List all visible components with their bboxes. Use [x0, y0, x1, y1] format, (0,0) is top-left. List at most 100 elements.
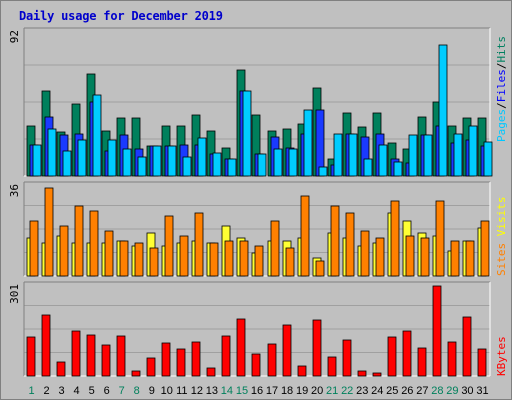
bar-sites-day-7 — [119, 240, 129, 277]
legend-panel-3: KBytes — [495, 336, 508, 376]
bar-kbytes-day-26 — [402, 330, 412, 377]
bar-sites-day-27 — [420, 237, 430, 277]
bar-sites-day-4 — [74, 205, 84, 277]
bar-sites-day-5 — [89, 210, 99, 277]
bar-kbytes-day-7 — [116, 335, 126, 377]
x-tick-day-23: 23 — [356, 385, 368, 397]
panel-3: 301 KBytes — [8, 281, 508, 377]
bar-kbytes-day-12 — [191, 341, 201, 377]
bar-pages-day-23 — [363, 158, 373, 177]
bar-sites-day-16 — [254, 245, 264, 277]
x-tick-day-13: 13 — [206, 385, 218, 397]
bar-sites-day-26 — [405, 235, 415, 277]
x-tick-day-19: 19 — [296, 385, 308, 397]
bar-kbytes-day-17 — [267, 343, 277, 377]
bar-sites-day-11 — [179, 235, 189, 277]
bar-pages-day-12 — [197, 137, 207, 177]
bar-pages-day-19 — [303, 109, 313, 177]
bar-pages-day-11 — [182, 156, 192, 177]
bar-kbytes-day-19 — [297, 365, 307, 377]
x-tick-day-12: 12 — [191, 385, 203, 397]
bar-sites-day-18 — [285, 247, 295, 277]
legend-kbytes: KBytes — [495, 336, 508, 376]
x-tick-day-18: 18 — [281, 385, 293, 397]
bar-sites-day-9 — [149, 247, 159, 277]
bar-kbytes-day-20 — [312, 319, 322, 377]
bar-sites-day-6 — [104, 230, 114, 277]
bar-kbytes-day-21 — [327, 356, 337, 377]
bar-pages-day-14 — [227, 158, 237, 177]
x-tick-day-27: 27 — [416, 385, 428, 397]
bar-kbytes-day-25 — [387, 336, 397, 377]
bar-pages-day-24 — [378, 144, 388, 177]
bar-sites-day-20 — [315, 260, 325, 277]
bar-pages-day-17 — [273, 148, 283, 177]
bar-kbytes-day-11 — [176, 348, 186, 377]
bar-kbytes-day-2 — [41, 314, 51, 377]
x-tick-day-31: 31 — [476, 385, 488, 397]
bar-sites-day-29 — [450, 240, 460, 277]
bar-pages-day-5 — [92, 94, 102, 177]
bar-sites-day-25 — [390, 200, 400, 277]
bar-kbytes-day-31 — [477, 348, 487, 377]
x-tick-day-10: 10 — [161, 385, 173, 397]
x-tick-day-28: 28 — [431, 385, 443, 397]
bar-pages-day-15 — [242, 90, 252, 177]
bar-pages-day-8 — [137, 156, 147, 177]
bar-pages-day-1 — [32, 144, 42, 177]
bar-sites-day-23 — [360, 230, 370, 277]
bar-sites-day-24 — [375, 237, 385, 277]
bar-kbytes-day-14 — [221, 335, 231, 377]
x-tick-day-6: 6 — [104, 385, 110, 397]
bar-pages-day-18 — [288, 148, 298, 177]
legend-separator: / — [495, 63, 508, 70]
y-max-label: 92 — [8, 30, 21, 43]
bar-kbytes-day-6 — [101, 344, 111, 377]
bar-kbytes-day-13 — [206, 367, 216, 377]
bar-sites-day-19 — [300, 195, 310, 277]
x-tick-day-5: 5 — [89, 385, 95, 397]
bar-pages-day-31 — [483, 141, 493, 177]
bar-sites-day-12 — [194, 212, 204, 277]
x-tick-day-11: 11 — [176, 385, 187, 397]
bar-pages-day-3 — [62, 150, 72, 177]
bar-kbytes-day-9 — [146, 357, 156, 377]
bar-pages-day-21 — [333, 133, 343, 177]
bar-sites-day-3 — [59, 225, 69, 277]
bar-pages-day-26 — [408, 134, 418, 177]
bar-sites-day-13 — [209, 242, 219, 277]
bar-files-day-20 — [315, 109, 325, 177]
bar-sites-day-10 — [164, 215, 174, 277]
legend-sep: / — [495, 236, 508, 243]
x-tick-day-26: 26 — [401, 385, 413, 397]
bar-pages-day-28 — [438, 44, 448, 177]
bar-kbytes-day-16 — [251, 353, 261, 377]
bar-kbytes-day-24 — [372, 372, 382, 377]
bar-pages-day-9 — [152, 145, 162, 177]
bar-sites-day-28 — [435, 200, 445, 277]
x-tick-day-22: 22 — [341, 385, 353, 397]
x-tick-day-25: 25 — [386, 385, 398, 397]
legend-visits: Visits — [495, 197, 508, 237]
bar-pages-day-13 — [212, 152, 222, 177]
bar-sites-day-1 — [29, 220, 39, 277]
legend-panel-1: Pages/Files/Hits — [495, 36, 508, 142]
panel-2: 36 Sites/Visits — [8, 181, 508, 277]
bar-kbytes-day-23 — [357, 370, 367, 377]
x-tick-day-3: 3 — [59, 385, 65, 397]
bar-kbytes-day-15 — [236, 318, 246, 377]
x-tick-day-15: 15 — [236, 385, 248, 397]
bar-sites-day-14 — [224, 240, 234, 277]
bar-kbytes-day-1 — [26, 336, 36, 377]
bar-pages-day-25 — [393, 161, 403, 177]
bar-kbytes-day-5 — [86, 334, 96, 377]
bar-pages-day-6 — [107, 139, 117, 177]
legend-sites: Sites — [495, 243, 508, 276]
x-tick-day-8: 8 — [134, 385, 140, 397]
x-tick-day-17: 17 — [266, 385, 278, 397]
bar-pages-day-7 — [122, 148, 132, 177]
legend-files: Files — [495, 69, 508, 102]
bar-sites-day-15 — [239, 240, 249, 277]
y-max-label: 36 — [8, 184, 21, 197]
panel-1: 92 Pages/Files/Hits — [8, 27, 508, 177]
